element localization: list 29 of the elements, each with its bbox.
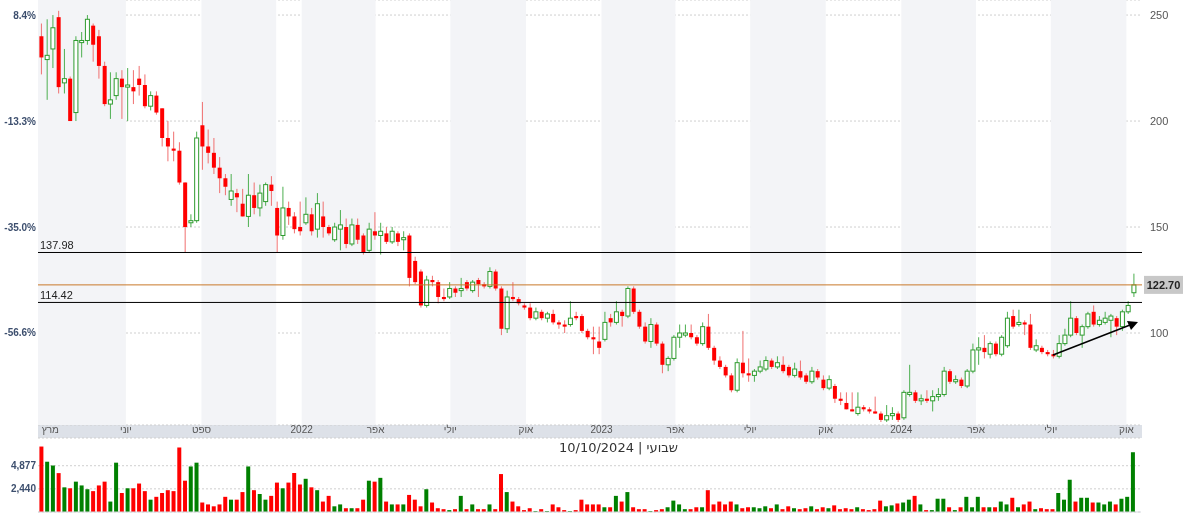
annotation: שבועי | 10/10/2024 [559,440,678,455]
y2-tick-label: -13.3% [4,115,37,127]
ref-line-label: 122.70 [1146,278,1181,291]
y-tick-label: 100 [1150,326,1169,339]
ref-line-label: 137.98 [40,239,74,252]
y2-tick-label: -56.6% [4,327,37,339]
x-tick-label: מרץ [41,424,60,436]
x-tick-label: 2024 [890,424,913,436]
x-tick-label: אפר [666,424,685,436]
x-tick-label: יולי [1044,424,1058,436]
y-tick-label: 2,440 [10,483,37,495]
x-tick-label: ספט [191,424,212,436]
x-tick-label: אפר [967,424,986,436]
x-tick-label: יוני [120,424,132,436]
x-tick-label: 2023 [590,424,614,436]
y-tick-label: 250 [1150,8,1169,21]
y-tick-label: 4,877 [10,460,37,472]
x-tick-label: אוק [1119,424,1135,436]
y-tick-label: 200 [1150,114,1169,127]
y2-tick-label: 8.4% [13,9,37,21]
y2-tick-label: -35.0% [4,221,37,233]
x-tick-label: יולי [743,424,757,436]
x-tick-label: אוק [818,424,834,436]
y-tick-label: 150 [1150,220,1169,233]
x-tick-label: אפר [366,424,386,436]
ref-line-label: 114.42 [40,289,73,302]
x-tick-label: יולי [443,424,457,436]
x-tick-label: אוק [518,424,535,436]
x-tick-label: 2022 [290,424,314,436]
